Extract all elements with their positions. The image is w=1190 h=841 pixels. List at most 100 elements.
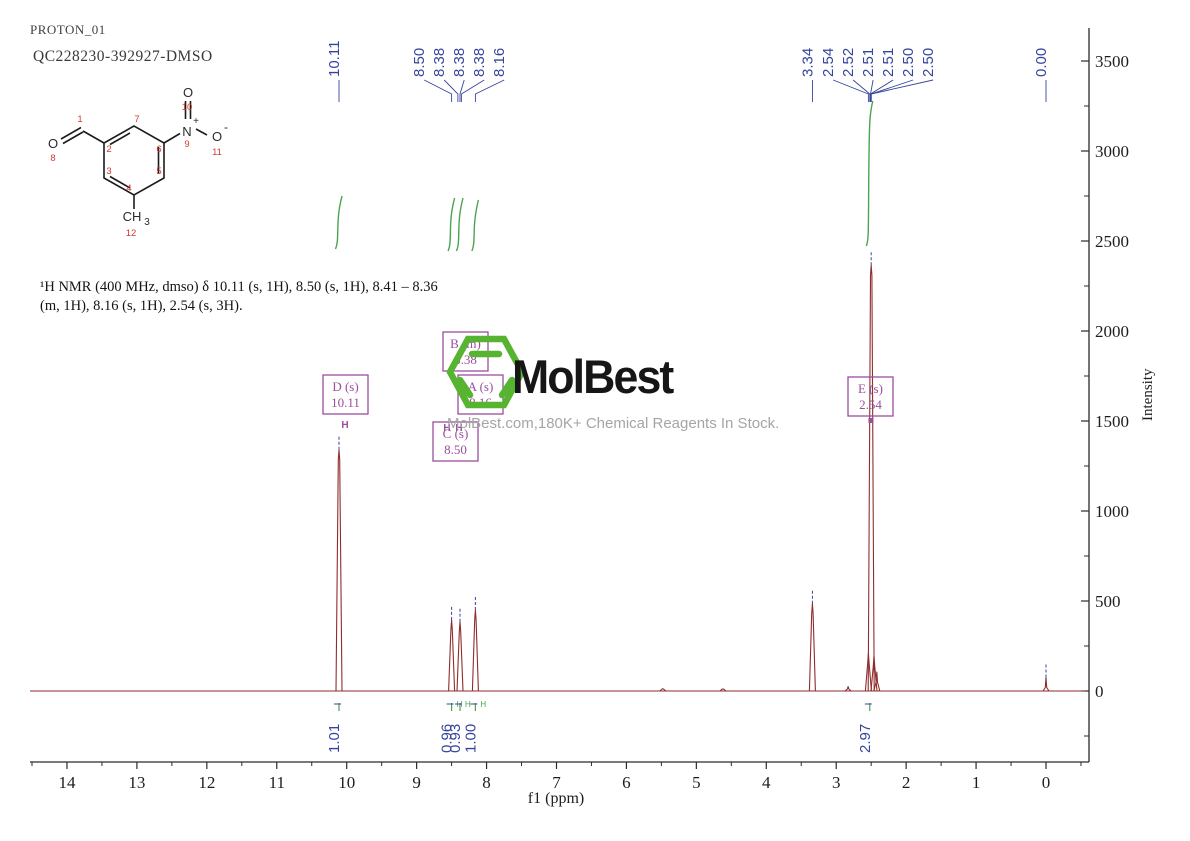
nmr-peak: [719, 688, 727, 692]
peak-shift-label: 8.50: [411, 48, 428, 77]
peak-label-connector: [870, 79, 914, 102]
benzene-ring: [103, 125, 165, 196]
peak-label-connector: [870, 79, 894, 102]
multiplet-id-label: D (s): [332, 379, 358, 394]
nmr-peak: [456, 621, 464, 692]
peak-label-connector: [460, 79, 485, 102]
x-axis-tick-label: 3: [832, 773, 841, 792]
nitrogen-plus-charge: +: [193, 116, 199, 127]
atom-o-nitro-top: O: [183, 85, 193, 100]
atom-numbers: 1 2 3 4 5 6 7 8 9 10 11 12: [50, 102, 222, 239]
integral-handle-icon: H: [480, 700, 486, 709]
experiment-title: PROTON_01: [30, 22, 106, 37]
integral-handle-icon: H: [465, 700, 471, 709]
x-axis-tick-label: 4: [762, 773, 771, 792]
integral-curve: [865, 100, 874, 247]
multiplet-box: [322, 374, 369, 415]
x-axis-tick-label: 11: [269, 773, 285, 792]
nmr-peak: [867, 264, 875, 692]
atom-n-nitro: N: [182, 124, 191, 139]
bond-lines: [60, 101, 208, 209]
atom-methyl: CH: [123, 209, 142, 224]
x-axis-tick-label: 8: [482, 773, 491, 792]
brand-text: MolBest: [512, 350, 674, 403]
y-axis-tick-label: 3000: [1095, 142, 1129, 161]
x-axis-tick-label: 12: [198, 773, 215, 792]
nmr-peak: [844, 685, 852, 692]
atom-number-2: 2: [106, 144, 111, 155]
x-axis-tick-label: 7: [552, 773, 561, 792]
x-axis-tick-label: 0: [1042, 773, 1051, 792]
integral-curve: [334, 195, 343, 250]
peak-label-connector: [443, 79, 459, 102]
nmr-peak: [659, 688, 667, 692]
sample-id: QC228230-392927-DMSO: [33, 48, 213, 65]
molecule-structure: O O N O CH 3 + - 1 2 3 4 5 6 7 8 9 10 11…: [48, 85, 228, 239]
integration-label: 1.01: [326, 724, 343, 753]
peak-shift-label: 2.54: [820, 48, 837, 77]
y-axis-tick-label: 2500: [1095, 232, 1129, 251]
multiplet-box: [847, 376, 894, 417]
x-axis-tick-label: 6: [622, 773, 631, 792]
multiplet-shift-label: 2.54: [859, 397, 882, 412]
y-axis-tick-label: 1500: [1095, 412, 1129, 431]
peak-shift-label: 2.50: [920, 48, 937, 77]
multiplet-shift-label: 8.50: [444, 442, 467, 457]
nmr-peak: [808, 603, 816, 692]
atom-number-9: 9: [184, 139, 189, 150]
nmr-peak: [471, 609, 479, 692]
assignment-line-1: ¹H NMR (400 MHz, dmso) δ 10.11 (s, 1H), …: [40, 279, 438, 295]
oxygen-minus-charge: -: [224, 120, 228, 134]
peak-label-connector: [870, 79, 874, 102]
x-axis-tick-label: 2: [902, 773, 911, 792]
peak-shift-label: 3.34: [799, 48, 816, 77]
atom-number-5: 5: [156, 166, 161, 177]
multiplet-shift-label: 10.11: [331, 395, 360, 410]
x-axis-tick-label: 9: [412, 773, 421, 792]
atom-o-aldehyde: O: [48, 136, 58, 151]
y-axis-tick-label: 500: [1095, 592, 1121, 611]
peak-label-connector: [423, 79, 453, 102]
y-axis-title: Intensity: [1140, 368, 1156, 421]
atom-number-12: 12: [126, 228, 137, 239]
integration-label: 0.96: [439, 724, 456, 753]
atom-number-11: 11: [212, 147, 222, 158]
x-axis-tick-label: 5: [692, 773, 701, 792]
x-axis-tick-label: 13: [128, 773, 145, 792]
nmr-peak: [873, 671, 881, 692]
x-axis-title: f1 (ppm): [528, 790, 584, 807]
atom-number-3: 3: [106, 166, 111, 177]
integral-curve: [447, 197, 456, 252]
x-axis-tick-label: 10: [338, 773, 355, 792]
peak-shift-label: 8.38: [451, 48, 468, 77]
peak-shift-label: 2.51: [860, 48, 877, 77]
atom-o-nitro-right: O: [212, 129, 222, 144]
atom-number-6: 6: [156, 144, 161, 155]
integration-label: 1.00: [462, 724, 479, 753]
watermark-tagline: MolBest.com,180K+ Chemical Reagents In S…: [447, 415, 780, 432]
nmr-peak: [1042, 676, 1050, 692]
peak-shift-label: 8.16: [491, 48, 508, 77]
methyl-subscript: 3: [144, 217, 150, 228]
atom-number-8: 8: [50, 153, 55, 164]
y-axis-tick-label: 0: [1095, 682, 1104, 701]
hexagon-icon: [446, 335, 526, 409]
integral-curve: [471, 199, 480, 252]
integral-curve: [455, 197, 464, 252]
nmr-peak: [335, 449, 343, 692]
nmr-peak: [448, 619, 456, 692]
nmr-assignment-text: ¹H NMR (400 MHz, dmso) δ 10.11 (s, 1H), …: [40, 278, 450, 316]
y-axis-tick-label: 3500: [1095, 52, 1129, 71]
peak-label-connector: [852, 79, 871, 102]
peak-shift-label: 8.38: [431, 48, 448, 77]
nmr-peak: [864, 652, 872, 692]
assignment-line-2: (m, 1H), 8.16 (s, 1H), 2.54 (s, 3H).: [40, 297, 243, 314]
peak-label-connector: [870, 79, 934, 102]
peak-label-connector: [459, 79, 465, 102]
peak-shift-label: 2.51: [880, 48, 897, 77]
peak-shift-label: 10.11: [326, 41, 343, 77]
integration-label: 0.93: [447, 724, 464, 753]
atom-number-1: 1: [77, 114, 82, 125]
peak-label-connector: [474, 79, 505, 102]
